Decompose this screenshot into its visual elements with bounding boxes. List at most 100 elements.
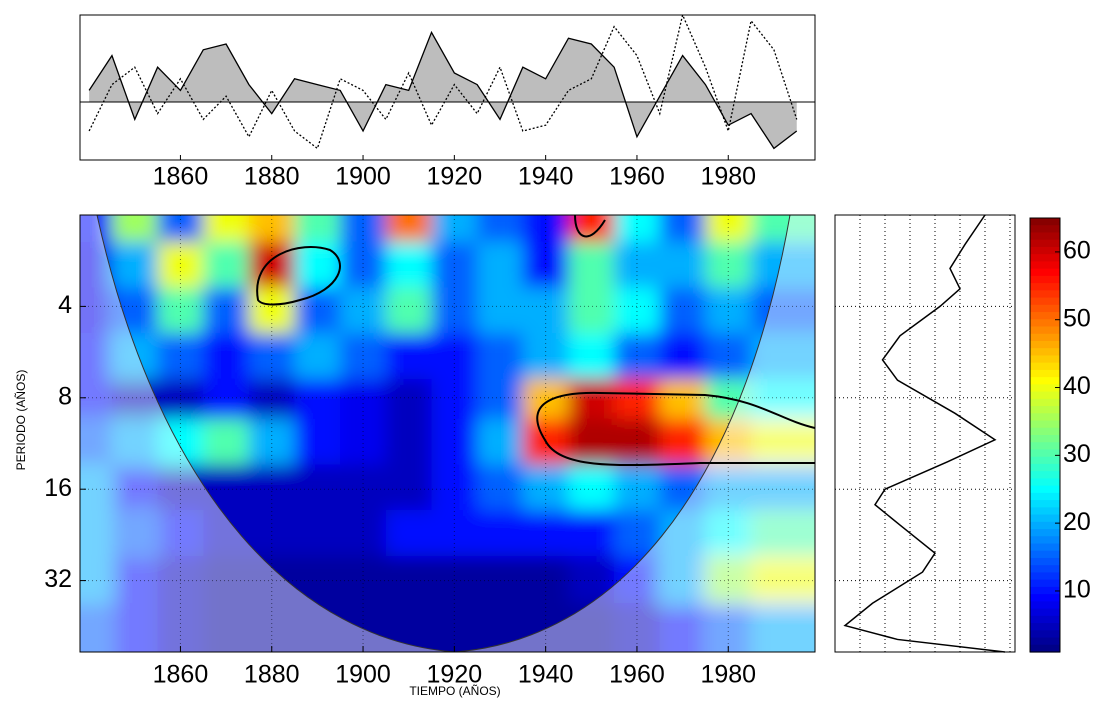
heat-cell bbox=[568, 510, 615, 557]
heat-cell bbox=[157, 287, 204, 334]
heat-cell bbox=[294, 464, 341, 511]
colorbar-step bbox=[1030, 550, 1060, 559]
heat-cell bbox=[248, 287, 296, 334]
heat-cell bbox=[203, 378, 250, 420]
heat-cell bbox=[385, 418, 433, 465]
heatmap bbox=[80, 215, 815, 652]
heat-cell bbox=[751, 378, 815, 420]
heat-cell bbox=[477, 241, 524, 288]
heat-cell bbox=[385, 603, 433, 652]
colorbar-step bbox=[1030, 232, 1060, 241]
area-fill bbox=[89, 32, 797, 149]
colorbar-step bbox=[1030, 492, 1060, 501]
heat-cell bbox=[431, 418, 478, 465]
colorbar-step bbox=[1030, 283, 1060, 291]
heat-cell bbox=[705, 333, 752, 380]
colorbar-step bbox=[1030, 442, 1060, 451]
colorbar-step bbox=[1030, 218, 1060, 226]
cone-of-influence bbox=[96, 215, 791, 652]
heat-cell bbox=[659, 215, 706, 243]
heat-cell bbox=[705, 510, 752, 557]
colorbar-step bbox=[1030, 377, 1060, 385]
heat-cell bbox=[659, 287, 706, 334]
heat-cell bbox=[294, 378, 341, 420]
heat-cell bbox=[477, 510, 524, 557]
y-tick-label: 16 bbox=[44, 474, 72, 502]
heat-cell bbox=[751, 418, 815, 465]
heat-cell bbox=[294, 510, 341, 557]
heat-cell bbox=[385, 464, 433, 511]
heat-cell bbox=[751, 333, 815, 380]
colorbar-step bbox=[1030, 297, 1060, 306]
heat-cell bbox=[111, 333, 159, 380]
colorbar-step bbox=[1030, 644, 1060, 653]
colorbar-tick-label: 50 bbox=[1063, 304, 1091, 332]
colorbar-step bbox=[1030, 572, 1060, 581]
heat-cell bbox=[477, 333, 524, 380]
heat-cell bbox=[80, 241, 113, 288]
heat-cell bbox=[659, 333, 706, 380]
heat-cell bbox=[705, 241, 752, 288]
heat-cell bbox=[477, 464, 524, 511]
colorbar-frame bbox=[1029, 217, 1061, 653]
x-tick-label: 1920 bbox=[427, 163, 483, 191]
heat-cell bbox=[385, 287, 433, 334]
heat-cell bbox=[294, 603, 341, 652]
heat-cell bbox=[659, 603, 706, 652]
colorbar-step bbox=[1030, 326, 1060, 335]
heat-cell bbox=[659, 418, 706, 465]
heat-cell bbox=[203, 241, 250, 288]
heat-cell bbox=[294, 241, 341, 288]
heat-cell bbox=[568, 241, 615, 288]
heat-cell bbox=[80, 378, 113, 420]
heat-cell bbox=[111, 241, 159, 288]
colorbar-step bbox=[1030, 268, 1060, 277]
colorbar-step bbox=[1030, 557, 1060, 566]
heat-cell bbox=[294, 215, 341, 243]
x-tick-label: 1860 bbox=[153, 163, 209, 191]
colorbar-step bbox=[1030, 420, 1060, 429]
heat-cell bbox=[705, 287, 752, 334]
heat-cell bbox=[522, 510, 569, 557]
y-axis-label: PERIODO (AÑOS) bbox=[14, 370, 28, 471]
heat-cell bbox=[477, 603, 524, 652]
colorbar-step bbox=[1030, 319, 1060, 328]
colorbar-step bbox=[1030, 565, 1060, 574]
heat-cell bbox=[248, 333, 296, 380]
x-tick-label: 1940 bbox=[518, 661, 574, 689]
heat-cell bbox=[477, 418, 524, 465]
heat-cell bbox=[157, 418, 204, 465]
heat-cell bbox=[80, 555, 113, 604]
colorbar-step bbox=[1030, 601, 1060, 610]
spectrum-line bbox=[843, 214, 1006, 653]
x-tick-label: 1980 bbox=[700, 163, 756, 191]
heat-cell bbox=[111, 555, 159, 604]
colorbar-step bbox=[1030, 290, 1060, 299]
heat-cell bbox=[751, 555, 815, 604]
heat-cell bbox=[614, 287, 661, 334]
colorbar-step bbox=[1030, 543, 1060, 552]
heat-cell bbox=[111, 510, 159, 557]
heat-cell bbox=[111, 603, 159, 652]
colorbar-step bbox=[1030, 449, 1060, 458]
colorbar-step bbox=[1030, 529, 1060, 537]
heat-cell bbox=[568, 464, 615, 511]
heat-cell bbox=[340, 510, 387, 557]
x-tick-label: 1900 bbox=[335, 163, 391, 191]
heat-cell bbox=[614, 333, 661, 380]
colorbar-step bbox=[1030, 579, 1060, 588]
colorbar-step bbox=[1030, 623, 1060, 631]
colorbar-step bbox=[1030, 261, 1060, 270]
colorbar-step bbox=[1030, 398, 1060, 407]
heat-cell bbox=[385, 555, 433, 604]
colorbar-step bbox=[1030, 608, 1060, 617]
colorbar-step bbox=[1030, 340, 1060, 349]
heat-cell bbox=[111, 215, 159, 243]
heat-cell bbox=[614, 418, 661, 465]
top-plot bbox=[80, 15, 815, 150]
heat-cell bbox=[248, 418, 296, 465]
colorbar-step bbox=[1030, 413, 1060, 422]
colorbar-step bbox=[1030, 478, 1060, 487]
heat-cell bbox=[477, 555, 524, 604]
